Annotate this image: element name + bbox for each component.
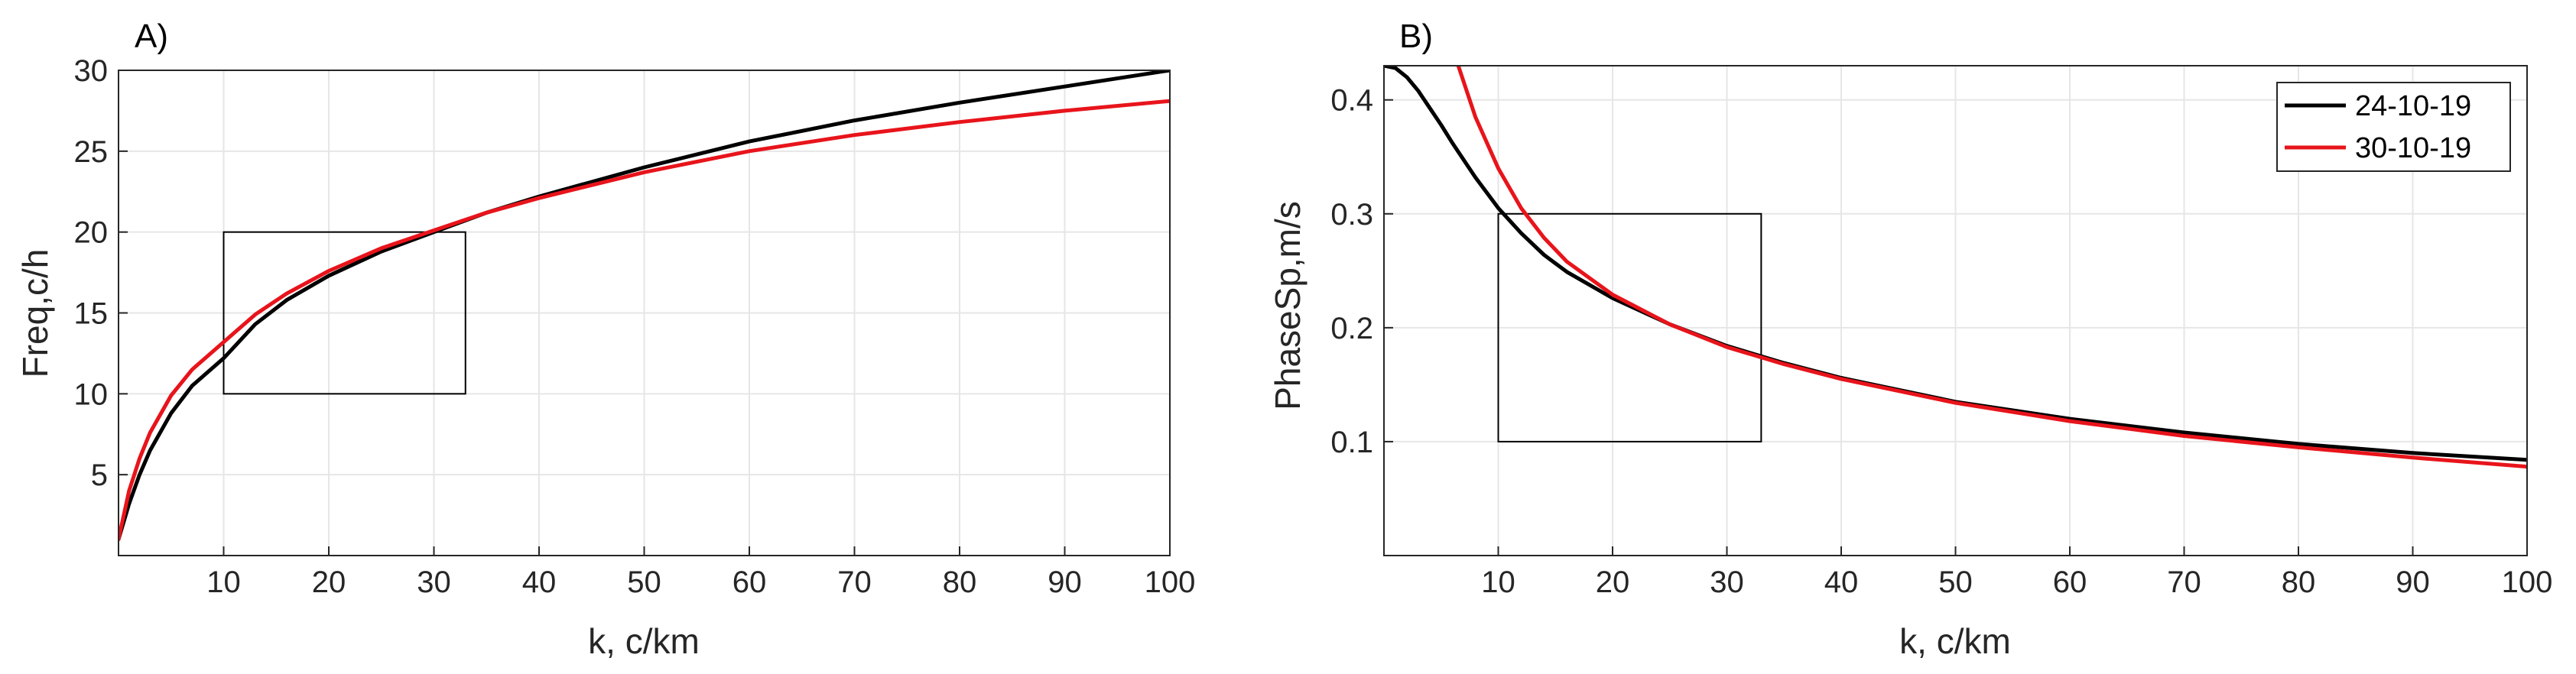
panel-b-x-tick-label: 50 <box>1938 565 1973 599</box>
panel-a-x-tick-label: 80 <box>943 565 977 599</box>
panel-b-x-axis-label: k, c/km <box>1899 621 2011 661</box>
panel-a-x-tick-label: 70 <box>837 565 872 599</box>
panel-a-y-tick-label: 25 <box>74 135 109 169</box>
panel-b-series-30-10-19 <box>1456 66 2527 469</box>
panel-a-y-tick-label: 5 <box>91 459 108 492</box>
panel-b-y-tick-label: 0.2 <box>1330 312 1373 345</box>
panel-a-y-tick-label: 10 <box>74 378 109 411</box>
panel-a-y-tick-label: 15 <box>74 297 109 331</box>
panel-a-x-tick-label: 50 <box>627 565 661 599</box>
panel-a-x-tick-label: 30 <box>417 565 451 599</box>
panel-a-x-tick-label: 100 <box>1145 565 1196 599</box>
panel-b-label: B) <box>1399 18 1433 55</box>
panel-b-y-ticks: 0.1 0.2 0.3 0.4 <box>1330 84 1393 459</box>
panel-b-x-tick-label: 30 <box>1710 565 1744 599</box>
panel-a-y-tick-label: 30 <box>74 54 109 88</box>
panel-a-series-24-10-19 <box>119 70 1170 542</box>
panel-b-x-ticks: 10 20 30 40 50 60 70 80 90 100 <box>1481 546 2552 599</box>
panel-b-y-tick-label: 0.1 <box>1330 426 1373 459</box>
panel-a-y-ticks: 5 10 15 20 25 30 <box>74 54 128 492</box>
panel-b-chart: 10 20 30 40 50 60 70 80 90 100 0.1 0.2 0.3 0.4 B) k,… <box>1268 18 2552 661</box>
panel-a-x-tick-label: 60 <box>733 565 767 599</box>
panel-b-legend: 24-10-19 30-10-19 <box>2276 82 2511 172</box>
panel-a-y-tick-label: 20 <box>74 216 109 250</box>
panel-b-series-24-10-19 <box>1384 66 2527 462</box>
panel-b-y-tick-label: 0.4 <box>1330 84 1373 118</box>
panel-b-x-tick-label: 10 <box>1481 565 1515 599</box>
panel-a-x-ticks: 10 20 30 40 50 60 70 80 90 100 <box>206 546 1195 599</box>
panel-a-chart: 10 20 30 40 50 60 70 80 90 100 5 10 15 20 25 30 A) k, … <box>15 18 1195 661</box>
panel-b-x-tick-label: 70 <box>2167 565 2201 599</box>
panel-a-x-tick-label: 90 <box>1048 565 1082 599</box>
panel-a-zoom-box <box>223 231 466 395</box>
panel-b-x-tick-label: 40 <box>1824 565 1859 599</box>
panel-b-x-tick-label: 90 <box>2396 565 2430 599</box>
panel-a-zoom-rectangle <box>223 231 466 395</box>
panel-a-series-30-10-19 <box>119 99 1170 542</box>
panel-b-y-axis-label: PhaseSp,m/s <box>1268 201 1307 410</box>
panel-a-x-tick-label: 40 <box>522 565 557 599</box>
panel-a-y-axis-label: Freq,c/h <box>15 249 55 378</box>
panel-a-x-tick-label: 20 <box>312 565 346 599</box>
panel-b-y-tick-label: 0.3 <box>1330 198 1373 232</box>
panel-b-zoom-box <box>1497 212 1762 442</box>
panel-b-zoom-rectangle <box>1497 212 1762 442</box>
panel-b-x-tick-label: 80 <box>2282 565 2316 599</box>
legend-box <box>2276 82 2511 172</box>
panel-b-series <box>1384 66 2527 469</box>
panel-a-label: A) <box>135 18 168 55</box>
panel-a-series <box>119 70 1170 542</box>
panel-a-x-axis-label: k, c/km <box>588 621 700 661</box>
panel-a-x-tick-label: 10 <box>206 565 241 599</box>
panel-b-x-tick-label: 100 <box>2502 565 2553 599</box>
panel-b-x-tick-label: 20 <box>1596 565 1630 599</box>
legend-label-30-10-19: 30-10-19 <box>2355 132 2471 164</box>
legend-label-24-10-19: 24-10-19 <box>2355 90 2471 122</box>
panel-b-x-tick-label: 60 <box>2053 565 2087 599</box>
